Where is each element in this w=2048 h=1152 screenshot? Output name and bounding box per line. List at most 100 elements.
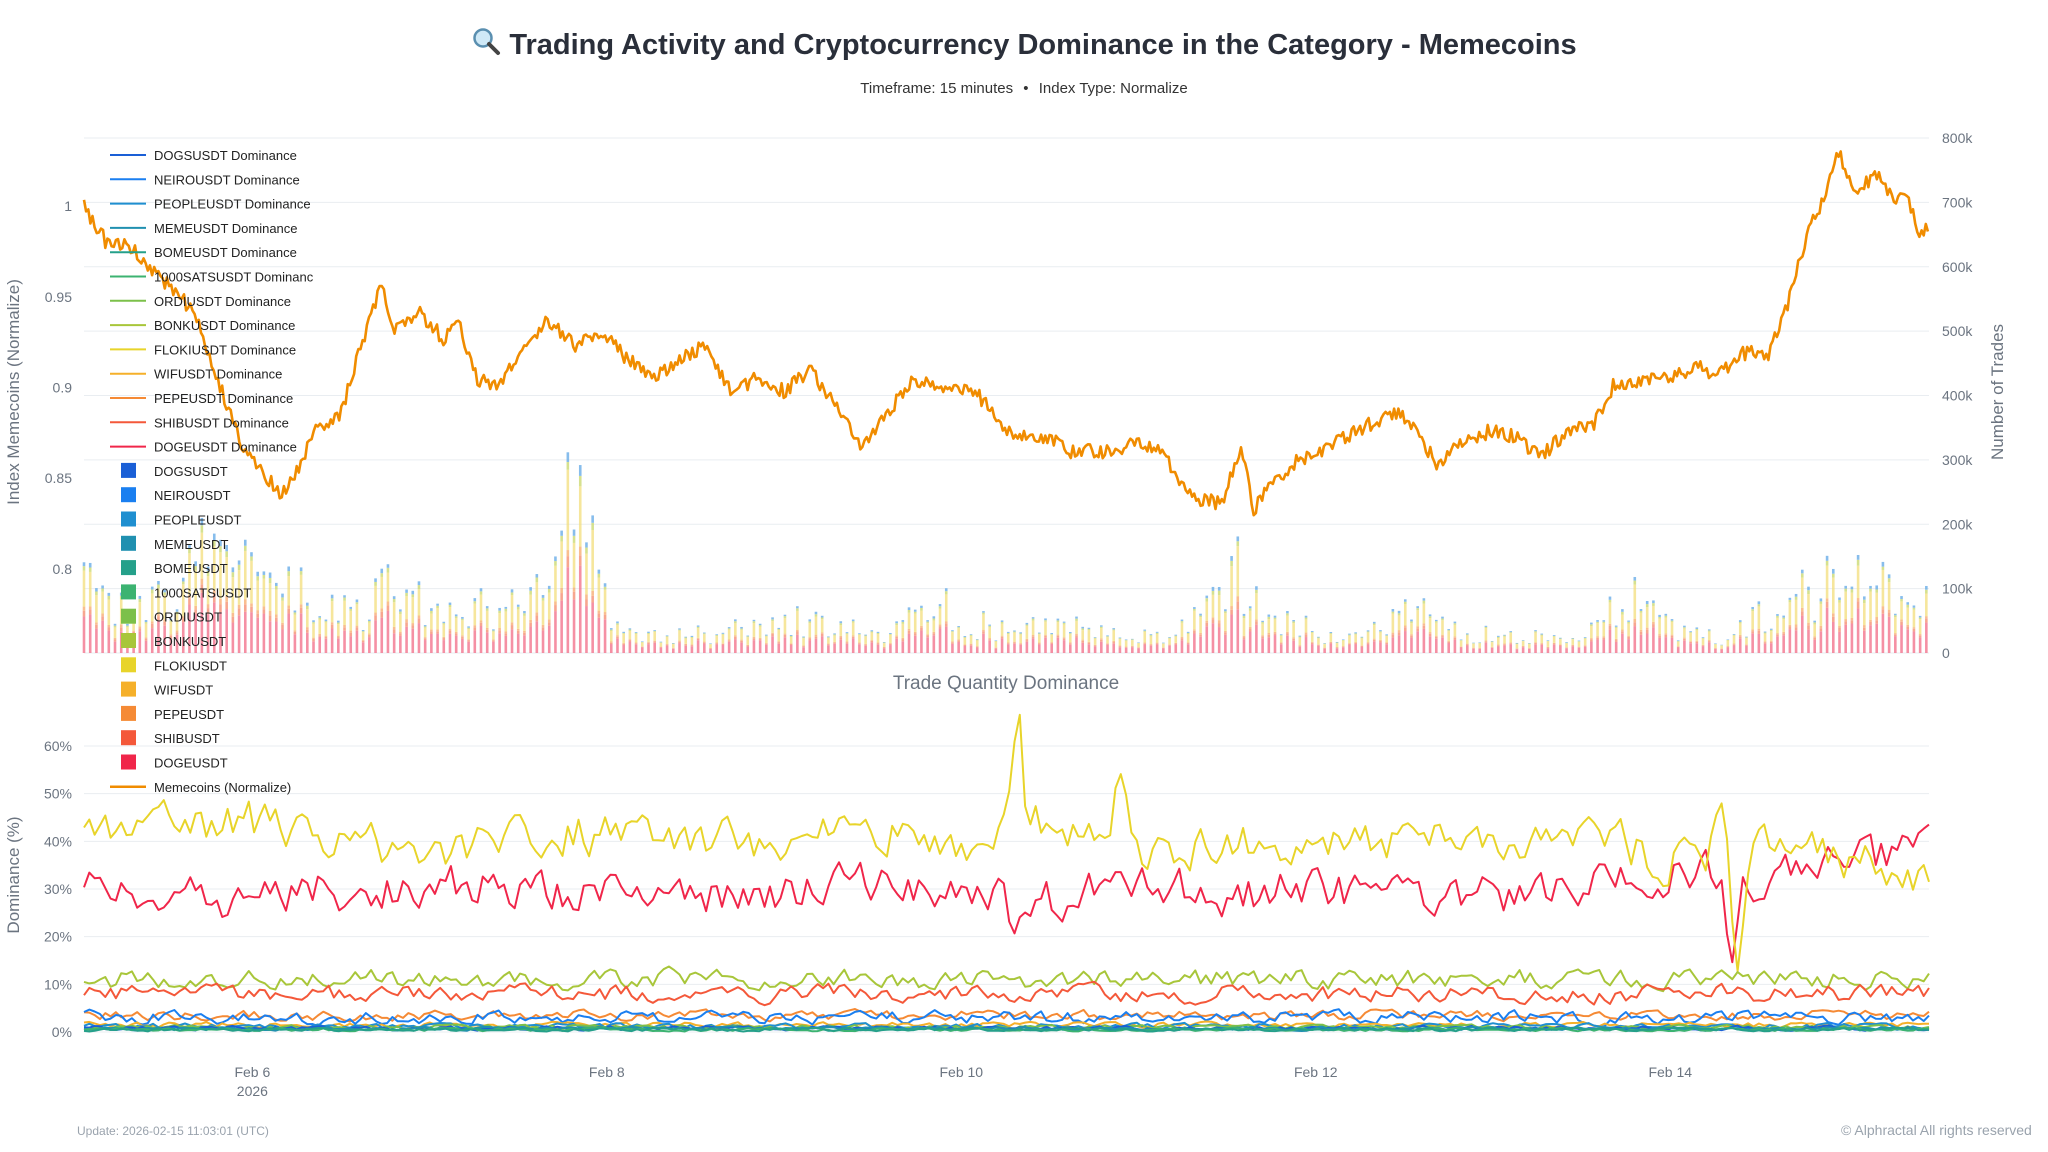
trade-bar-pepeusdt[interactable] bbox=[411, 623, 415, 626]
trade-bar-dogeusdt[interactable] bbox=[1062, 640, 1066, 653]
trade-bar-flokiusdt[interactable] bbox=[175, 614, 179, 631]
trade-bar-dogeusdt[interactable] bbox=[1875, 623, 1879, 653]
trade-bar-bonkusdt[interactable] bbox=[1292, 621, 1295, 624]
trade-bar-pepeusdt[interactable] bbox=[1329, 641, 1333, 643]
trade-bar-dogeusdt[interactable] bbox=[907, 633, 911, 653]
trade-bar-shibusdt[interactable] bbox=[1025, 640, 1029, 642]
trade-bar-neirousdt[interactable] bbox=[1255, 586, 1258, 590]
trade-bar-pepeusdt[interactable] bbox=[814, 634, 818, 637]
trade-bar-pepeusdt[interactable] bbox=[1081, 639, 1085, 641]
trade-bar-dogeusdt[interactable] bbox=[1366, 644, 1370, 653]
trade-bar-neirousdt[interactable] bbox=[498, 607, 501, 611]
trade-bar-dogeusdt[interactable] bbox=[349, 636, 353, 653]
trade-bar-shibusdt[interactable] bbox=[1261, 636, 1264, 639]
trade-bar-shibusdt[interactable] bbox=[895, 636, 898, 639]
trade-bar-flokiusdt[interactable] bbox=[1540, 635, 1544, 643]
trade-bar-flokiusdt[interactable] bbox=[1683, 628, 1686, 638]
trade-bar-pepeusdt[interactable] bbox=[1180, 636, 1184, 639]
trade-bar-shibusdt[interactable] bbox=[417, 618, 421, 624]
trade-bar-dogeusdt[interactable] bbox=[1459, 647, 1463, 653]
trade-bar-neirousdt[interactable] bbox=[454, 614, 458, 617]
trade-bar-bonkusdt[interactable] bbox=[1193, 608, 1196, 611]
trade-bar-neirousdt[interactable] bbox=[324, 619, 328, 622]
trade-bar-shibusdt[interactable] bbox=[1856, 601, 1860, 609]
trade-bar-dogeusdt[interactable] bbox=[709, 648, 712, 653]
trade-bar-dogeusdt[interactable] bbox=[665, 645, 669, 653]
trade-bar-dogeusdt[interactable] bbox=[1583, 646, 1587, 653]
trade-bar-shibusdt[interactable] bbox=[107, 627, 111, 631]
trade-bar-pepeusdt[interactable] bbox=[355, 625, 359, 628]
trade-bar-shibusdt[interactable] bbox=[330, 624, 334, 629]
trade-bar-neirousdt[interactable] bbox=[1081, 626, 1085, 629]
trade-bar-pepeusdt[interactable] bbox=[1360, 645, 1364, 646]
trade-bar-flokiusdt[interactable] bbox=[796, 610, 799, 630]
trade-bar-neirousdt[interactable] bbox=[1552, 635, 1556, 636]
trade-bar-pepeusdt[interactable] bbox=[1348, 643, 1351, 644]
trade-bar-shibusdt[interactable] bbox=[405, 622, 408, 627]
dominance-line-bomeusdt[interactable] bbox=[83, 1026, 1930, 1033]
trade-bar-shibusdt[interactable] bbox=[1310, 642, 1314, 645]
trade-bar-flokiusdt[interactable] bbox=[1310, 632, 1314, 642]
trade-bar-dogeusdt[interactable] bbox=[1416, 631, 1419, 653]
trade-bar-flokiusdt[interactable] bbox=[560, 541, 563, 588]
trade-bar-neirousdt[interactable] bbox=[796, 606, 799, 609]
trade-bar-shibusdt[interactable] bbox=[1341, 646, 1345, 648]
trade-bar-flokiusdt[interactable] bbox=[752, 623, 756, 637]
trade-bar-neirousdt[interactable] bbox=[175, 609, 179, 612]
trade-bar-flokiusdt[interactable] bbox=[1069, 634, 1072, 643]
trade-bar-dogeusdt[interactable] bbox=[1614, 641, 1618, 653]
trade-bar-dogeusdt[interactable] bbox=[634, 644, 638, 653]
trade-bar-shibusdt[interactable] bbox=[572, 591, 576, 600]
trade-bar-neirousdt[interactable] bbox=[858, 633, 861, 635]
trade-bar-bonkusdt[interactable] bbox=[405, 592, 408, 597]
trade-bar-shibusdt[interactable] bbox=[1211, 619, 1215, 624]
trade-bar-dogeusdt[interactable] bbox=[876, 644, 880, 653]
trade-bar-neirousdt[interactable] bbox=[1825, 555, 1829, 561]
trade-bar-shibusdt[interactable] bbox=[1583, 645, 1587, 647]
trade-bar-bonkusdt[interactable] bbox=[1081, 628, 1085, 631]
trade-bar-neirousdt[interactable] bbox=[430, 608, 433, 611]
trade-bar-bonkusdt[interactable] bbox=[1459, 640, 1463, 641]
trade-bar-flokiusdt[interactable] bbox=[324, 622, 328, 636]
trade-bar-pepeusdt[interactable] bbox=[628, 639, 632, 641]
trade-bar-bonkusdt[interactable] bbox=[510, 592, 514, 596]
trade-bar-dogeusdt[interactable] bbox=[758, 640, 762, 653]
trade-bar-bonkusdt[interactable] bbox=[281, 597, 284, 601]
trade-bar-shibusdt[interactable] bbox=[1621, 631, 1624, 634]
trade-bar-dogeusdt[interactable] bbox=[1093, 646, 1097, 653]
trade-bar-flokiusdt[interactable] bbox=[827, 637, 830, 644]
trade-bar-pepeusdt[interactable] bbox=[1453, 636, 1457, 638]
trade-bar-pepeusdt[interactable] bbox=[1317, 644, 1320, 645]
trade-bar-shibusdt[interactable] bbox=[374, 615, 377, 621]
trade-bar-neirousdt[interactable] bbox=[1199, 613, 1202, 616]
trade-bar-neirousdt[interactable] bbox=[1329, 631, 1333, 634]
trade-bar-shibusdt[interactable] bbox=[1503, 644, 1506, 646]
trade-bar-neirousdt[interactable] bbox=[882, 642, 886, 643]
trade-bar-neirousdt[interactable] bbox=[647, 631, 650, 634]
trade-bar-dogeusdt[interactable] bbox=[1472, 648, 1475, 653]
trade-bar-dogeusdt[interactable] bbox=[920, 630, 923, 653]
trade-bar-flokiusdt[interactable] bbox=[1751, 611, 1754, 630]
trade-bar-flokiusdt[interactable] bbox=[703, 634, 706, 642]
trade-bar-dogeusdt[interactable] bbox=[1013, 643, 1016, 653]
trade-bar-neirousdt[interactable] bbox=[609, 628, 613, 630]
trade-bar-bonkusdt[interactable] bbox=[206, 570, 210, 577]
trade-bar-flokiusdt[interactable] bbox=[771, 621, 774, 633]
trade-bar-flokiusdt[interactable] bbox=[932, 620, 936, 632]
trade-bar-pepeusdt[interactable] bbox=[1242, 635, 1246, 638]
trade-bar-pepeusdt[interactable] bbox=[808, 637, 812, 639]
trade-bar-pepeusdt[interactable] bbox=[560, 587, 563, 594]
trade-bar-flokiusdt[interactable] bbox=[758, 626, 762, 638]
trade-bar-neirousdt[interactable] bbox=[268, 572, 272, 578]
trade-bar-dogeusdt[interactable] bbox=[1180, 640, 1184, 653]
trade-bar-shibusdt[interactable] bbox=[1869, 621, 1872, 626]
trade-bar-neirousdt[interactable] bbox=[237, 560, 241, 565]
trade-bar-neirousdt[interactable] bbox=[969, 634, 973, 636]
trade-bar-flokiusdt[interactable] bbox=[523, 615, 526, 631]
trade-bar-flokiusdt[interactable] bbox=[1180, 622, 1184, 637]
trade-bar-shibusdt[interactable] bbox=[442, 638, 446, 641]
trade-bar-dogeusdt[interactable] bbox=[417, 623, 421, 653]
trade-bar-flokiusdt[interactable] bbox=[1757, 606, 1761, 629]
trade-bar-flokiusdt[interactable] bbox=[547, 592, 551, 620]
trade-bar-neirousdt[interactable] bbox=[1912, 605, 1916, 608]
